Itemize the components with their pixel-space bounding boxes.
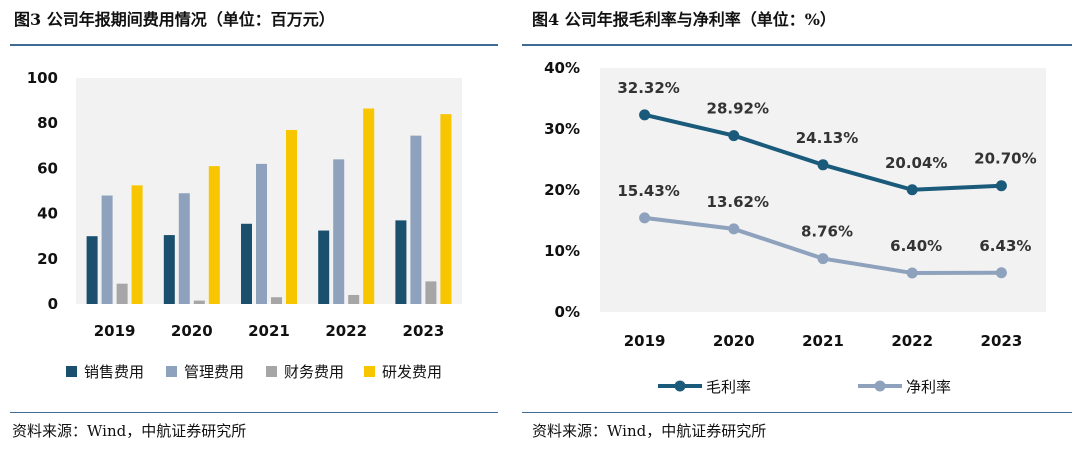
data-label: 28.92% (707, 100, 769, 118)
legend-label: 管理费用 (184, 363, 244, 381)
series-point-1 (817, 159, 829, 171)
data-label: 24.13% (796, 129, 858, 147)
legend-label: 净利率 (906, 378, 951, 396)
series-point-2 (817, 253, 829, 265)
bar-4 (208, 166, 220, 304)
legend-label: 财务费用 (284, 363, 344, 381)
bar-4 (131, 185, 143, 304)
bar-1 (86, 236, 98, 304)
bar-3 (348, 294, 360, 304)
x-tick-label: 2022 (891, 332, 933, 350)
legend-label: 毛利率 (706, 378, 751, 396)
bar-2 (410, 135, 422, 304)
x-tick-label: 2022 (325, 322, 367, 340)
bar-3 (116, 283, 128, 304)
bar-2 (333, 159, 345, 304)
margin-line-chart: 0% 10% 20% 30% 40% 2019 2020 2021 2022 2023 32.32%… (544, 59, 1046, 396)
y-tick-label: 40% (544, 59, 580, 77)
x-tick-label: 2020 (171, 322, 213, 340)
source-note: 资料来源：Wind，中航证券研究所 (12, 422, 247, 440)
margin-chart-panel: 图4 公司年报毛利率与净利率（单位：%） 0% 10% 20% 30% 40% 2019 2… (518, 0, 1080, 447)
x-tick-label: 2020 (713, 332, 755, 350)
expense-chart-panel: 图3 公司年报期间费用情况（单位：百万元） 0 20 40 60 80 100 2019 20… (0, 0, 500, 447)
bar-1 (395, 220, 407, 304)
data-label: 32.32% (617, 79, 679, 97)
data-label: 20.70% (974, 150, 1036, 168)
y-tick-label: 10% (544, 242, 580, 260)
data-label: 13.62% (707, 193, 769, 211)
bar-4 (440, 114, 452, 304)
data-label: 20.04% (885, 154, 947, 172)
source-note: 资料来源：Wind，中航证券研究所 (532, 422, 767, 440)
y-tick-label: 40 (37, 205, 58, 223)
margin-chart-title: 图4 公司年报毛利率与净利率（单位：%） (532, 10, 836, 29)
series-point-2 (728, 223, 740, 235)
series-point-1 (639, 109, 651, 121)
legend-swatch (266, 366, 277, 377)
data-label: 15.43% (617, 182, 679, 200)
bar-2 (256, 163, 267, 304)
legend-swatch (66, 366, 77, 377)
y-tick-label: 20 (37, 250, 58, 268)
bar-4 (363, 108, 375, 304)
series-point-2 (995, 267, 1007, 279)
x-tick-label: 2019 (94, 322, 136, 340)
legend-swatch (166, 366, 177, 377)
x-tick-label: 2019 (624, 332, 666, 350)
x-tick-label: 2021 (802, 332, 844, 350)
legend-label: 销售费用 (84, 363, 144, 381)
bar-1 (318, 230, 330, 304)
y-tick-label: 80 (37, 114, 58, 132)
legend-label: 研发费用 (382, 363, 442, 381)
bar-1 (163, 235, 175, 304)
x-tick-label: 2023 (981, 332, 1023, 350)
series-point-1 (995, 180, 1007, 192)
source-divider (10, 412, 498, 413)
data-label: 8.76% (801, 223, 853, 241)
y-tick-label: 0 (48, 295, 58, 313)
bar-1 (241, 223, 252, 304)
bar-3 (425, 281, 437, 304)
data-label: 6.43% (979, 237, 1031, 255)
bar-4 (286, 129, 297, 304)
title-divider (522, 44, 1072, 46)
legend-marker (674, 380, 686, 392)
y-tick-label: 0% (555, 303, 580, 321)
y-tick-label: 60 (37, 159, 58, 177)
series-point-1 (728, 130, 740, 142)
title-divider (10, 44, 498, 46)
source-divider (522, 412, 1072, 413)
x-tick-label: 2021 (248, 322, 290, 340)
series-point-1 (906, 184, 918, 196)
bar-2 (178, 193, 190, 304)
x-tick-label: 2023 (403, 322, 445, 340)
y-tick-label: 30% (544, 120, 580, 138)
bar-3 (193, 300, 205, 304)
bar-2 (101, 195, 113, 304)
bar-3 (271, 297, 282, 304)
series-point-2 (906, 267, 918, 279)
data-label: 6.40% (890, 237, 942, 255)
series-point-2 (639, 212, 651, 224)
expense-bar-chart: 0 20 40 60 80 100 2019 2020 2021 2022 2023 销售费用 管理费用… (27, 69, 462, 381)
y-tick-label: 100 (27, 69, 58, 87)
legend-swatch (364, 366, 375, 377)
expense-chart-title: 图3 公司年报期间费用情况（单位：百万元） (14, 10, 335, 29)
y-tick-label: 20% (544, 181, 580, 199)
legend-marker (874, 380, 886, 392)
